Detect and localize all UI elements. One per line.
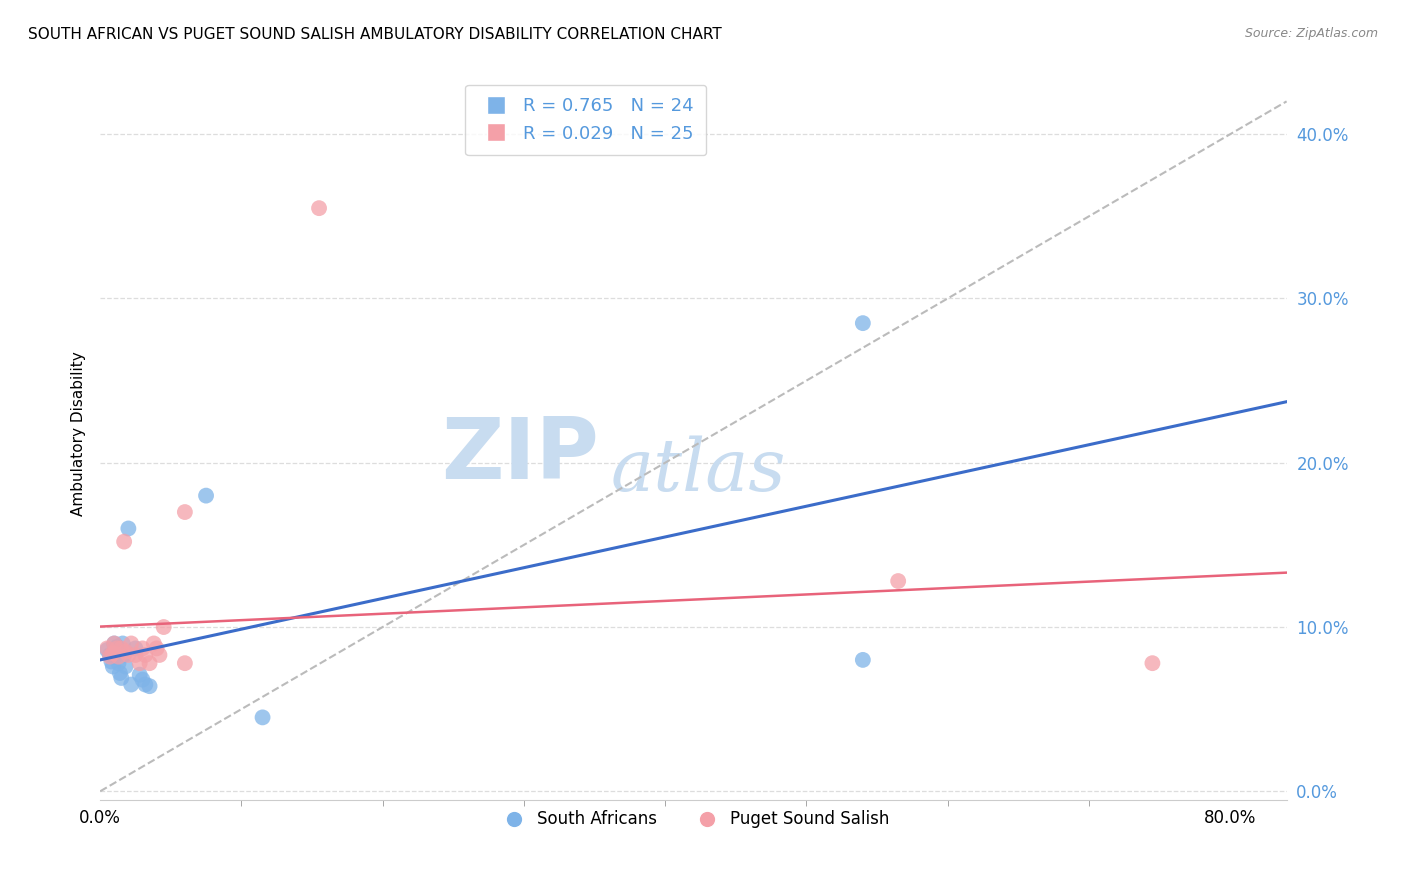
Point [195, 489, 218, 503]
Point [124, 648, 146, 662]
Point [138, 656, 160, 670]
Point [128, 656, 150, 670]
Text: ZIP: ZIP [440, 415, 599, 498]
Point [120, 677, 142, 691]
Point [112, 648, 135, 662]
Text: SOUTH AFRICAN VS PUGET SOUND SALISH AMBULATORY DISABILITY CORRELATION CHART: SOUTH AFRICAN VS PUGET SOUND SALISH AMBU… [28, 27, 721, 42]
Point [128, 667, 150, 681]
Point [103, 636, 125, 650]
Point [124, 641, 146, 656]
Point [1142, 656, 1164, 670]
Text: Source: ZipAtlas.com: Source: ZipAtlas.com [1244, 27, 1378, 40]
Point [131, 673, 153, 687]
Point [138, 679, 160, 693]
Point [101, 646, 124, 660]
Point [131, 641, 153, 656]
Point [110, 671, 132, 685]
Point [114, 645, 136, 659]
Point [101, 659, 124, 673]
Point [96, 641, 118, 656]
Point [114, 659, 136, 673]
Point [852, 316, 875, 330]
Point [112, 534, 135, 549]
Point [107, 656, 129, 670]
Point [117, 521, 139, 535]
Point [96, 643, 118, 657]
Point [252, 710, 274, 724]
Point [148, 648, 170, 662]
Point [134, 648, 156, 662]
Point [105, 641, 128, 656]
Point [152, 620, 174, 634]
Point [120, 636, 142, 650]
Point [110, 641, 132, 656]
Point [173, 656, 195, 670]
Y-axis label: Ambulatory Disability: Ambulatory Disability [72, 351, 86, 516]
Point [308, 201, 330, 215]
Point [145, 641, 167, 656]
Point [134, 677, 156, 691]
Point [111, 636, 134, 650]
Legend: South Africans, Puget Sound Salish: South Africans, Puget Sound Salish [491, 804, 897, 835]
Point [103, 649, 125, 664]
Point [103, 636, 125, 650]
Point [98, 649, 121, 664]
Point [108, 666, 131, 681]
Point [117, 648, 139, 662]
Point [107, 649, 129, 664]
Point [98, 648, 121, 662]
Point [142, 636, 165, 650]
Point [100, 655, 122, 669]
Point [852, 653, 875, 667]
Point [173, 505, 195, 519]
Point [105, 640, 128, 654]
Text: atlas: atlas [610, 435, 786, 506]
Point [887, 574, 910, 588]
